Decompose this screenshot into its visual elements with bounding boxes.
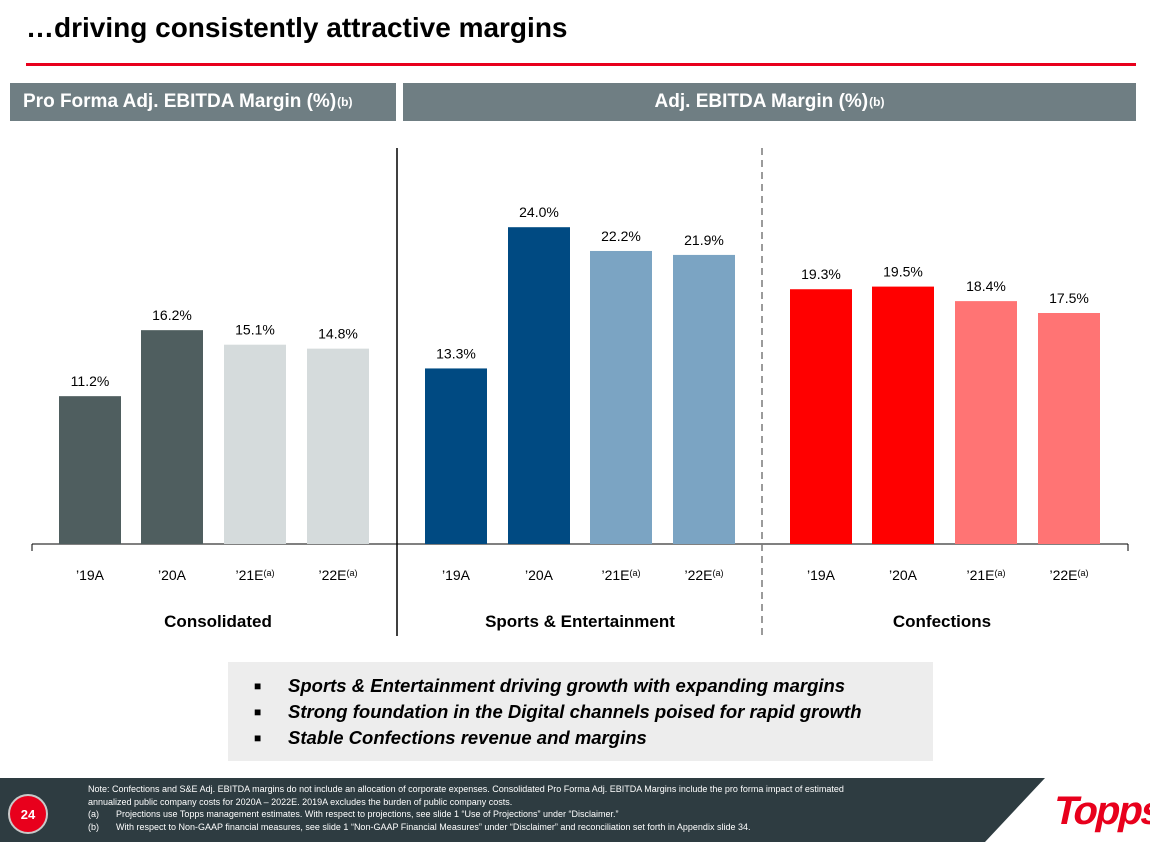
data-label: 21.9% (684, 232, 724, 248)
footnote-text: Projections use Topps management estimat… (116, 809, 619, 819)
bullet-square-icon: ■ (254, 731, 262, 745)
footnotes: Note: Confections and S&E Adj. EBITDA ma… (88, 783, 988, 833)
bullet-item: ■ Sports & Entertainment driving growth w… (254, 673, 933, 699)
bar (59, 396, 121, 544)
footnote-text: annualized public company costs for 2020… (88, 796, 513, 807)
data-label: 15.1% (235, 322, 275, 338)
bullet-square-icon: ■ (254, 679, 262, 693)
bar (1038, 313, 1100, 544)
footnote-line: (b) With respect to Non-GAAP financial me… (88, 821, 988, 834)
margin-bar-chart: 11.2% ’19A 16.2% ’20A 15.1% ’21E(a) 14.8% ’22E(… (31, 148, 1129, 636)
header-right-sup: (b) (869, 95, 885, 109)
bar (790, 289, 852, 544)
data-label: 16.2% (152, 307, 192, 323)
bar (673, 254, 735, 545)
bar (872, 286, 934, 544)
bullet-text: Strong foundation in the Digital channel… (288, 701, 862, 722)
bar (141, 330, 203, 544)
header-right-label: Adj. EBITDA Margin (%) (654, 91, 869, 112)
footnote-line: Note: Confections and S&E Adj. EBITDA ma… (88, 783, 988, 796)
bar (224, 344, 286, 544)
data-label: 13.3% (436, 345, 476, 361)
bar (590, 250, 652, 544)
svg-text:Topps: Topps (1050, 787, 1150, 832)
topps-logo: Topps (1050, 787, 1150, 832)
bar (508, 227, 570, 544)
data-label: 11.2% (71, 373, 110, 389)
data-label: 19.3% (801, 266, 841, 282)
header-left-label: Pro Forma Adj. EBITDA Margin (%) (23, 91, 337, 112)
bar (955, 301, 1017, 544)
tick-label: ’21E(a) (235, 567, 274, 583)
footnote-line: (a) Projections use Topps management esti… (88, 808, 988, 821)
bullet-text: Stable Confections revenue and margins (288, 727, 647, 748)
data-label: 14.8% (318, 326, 358, 342)
tick-label: ’20A (889, 567, 918, 583)
bullet-item: ■ Stable Confections revenue and margins (254, 725, 933, 751)
footnote-text: Note: Confections and S&E Adj. EBITDA ma… (88, 784, 844, 794)
header-pro-forma-margin: Pro Forma Adj. EBITDA Margin (%) (b) (10, 83, 396, 121)
group-label: Confections (893, 612, 991, 631)
tick-label: ’22E(a) (1049, 567, 1088, 583)
tick-label: ’21E(a) (966, 567, 1005, 583)
tick-label: ’20A (525, 567, 554, 583)
bullet-text: Sports & Entertainment driving growth wi… (288, 675, 846, 696)
key-takeaways-box: ■ Sports & Entertainment driving growth w… (228, 662, 933, 761)
data-label: 18.4% (966, 278, 1006, 294)
data-label: 17.5% (1049, 290, 1089, 306)
data-label: 19.5% (883, 264, 923, 280)
page-number-badge: 24 (8, 794, 48, 834)
page-title: …driving consistently attractive margins (26, 12, 568, 43)
header-adj-margin: Adj. EBITDA Margin (%) (b) (403, 83, 1136, 121)
bullet-square-icon: ■ (254, 705, 262, 719)
bar (307, 348, 369, 544)
tick-label: ’19A (442, 567, 471, 583)
footer-band (0, 778, 1045, 842)
footnote-mark: (a) (88, 809, 99, 819)
tick-label: ’22E(a) (318, 567, 357, 583)
data-label: 22.2% (601, 228, 641, 244)
footnote-text: With respect to Non-GAAP financial measu… (116, 821, 751, 832)
bar (425, 368, 487, 544)
header-left-sup: (b) (337, 95, 353, 109)
bullet-item: ■ Strong foundation in the Digital channe… (254, 699, 933, 725)
tick-label: ’22E(a) (684, 567, 723, 583)
tick-label: ’21E(a) (601, 567, 640, 583)
title-underline (26, 63, 1136, 66)
group-label: Sports & Entertainment (485, 612, 675, 631)
footnote-line: annualized public company costs for 2020… (88, 796, 988, 809)
tick-label: ’19A (807, 567, 836, 583)
group-label: Consolidated (164, 612, 272, 631)
tick-label: ’20A (158, 567, 187, 583)
tick-label: ’19A (76, 567, 105, 583)
footnote-mark: (b) (88, 821, 99, 832)
data-label: 24.0% (519, 204, 559, 220)
